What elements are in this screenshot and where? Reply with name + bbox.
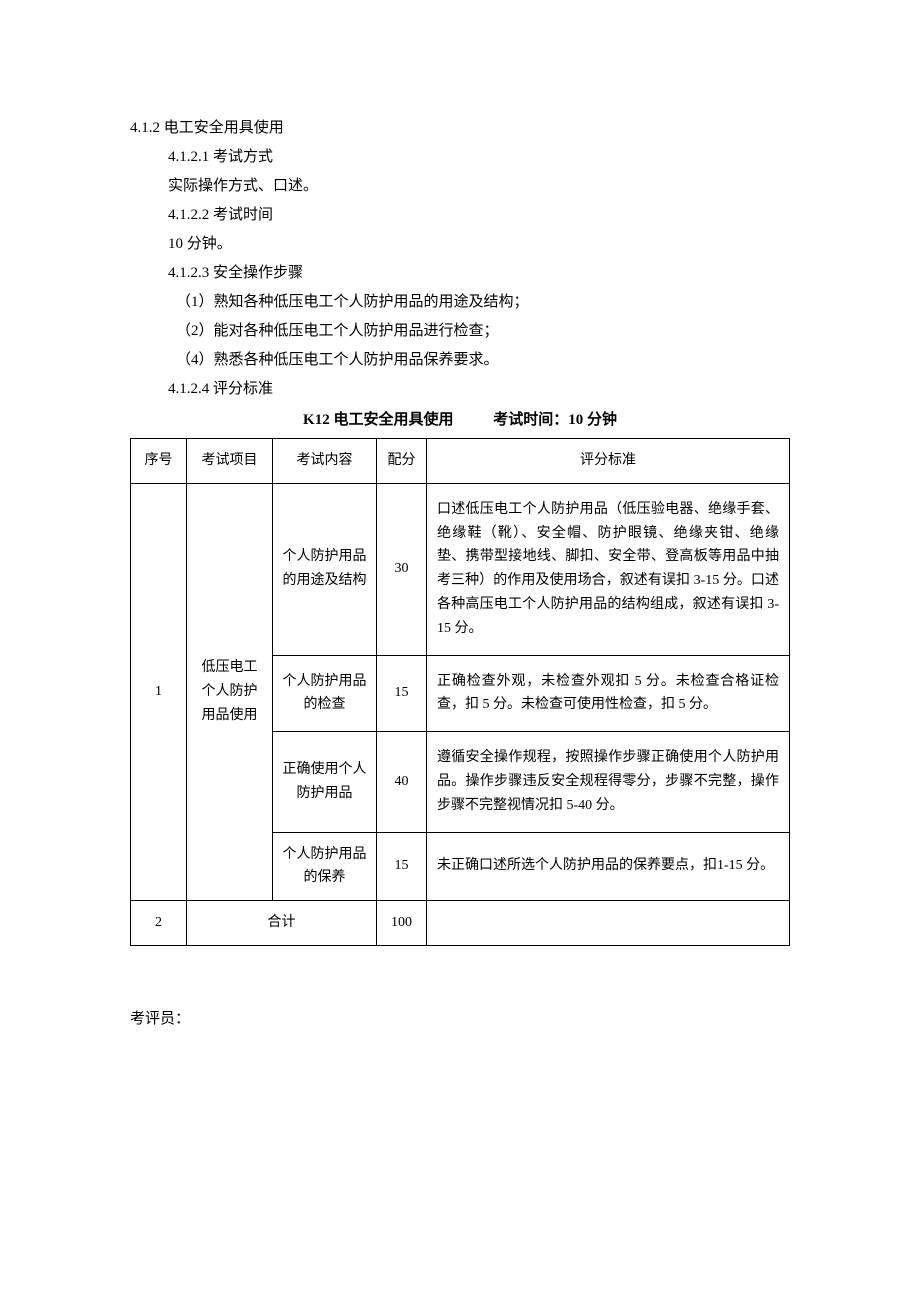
cell-criteria: 正确检查外观，未检查外观扣 5 分。未检查合格证检查，扣 5 分。未检查可使用性…	[427, 655, 790, 732]
table-title: K12 电工安全用具使用 考试时间：10 分钟	[130, 407, 790, 434]
cell-score: 15	[377, 655, 427, 732]
cell-score: 30	[377, 483, 427, 655]
subsection-2-title: 4.1.2.2 考试时间	[168, 202, 790, 229]
header-content: 考试内容	[273, 439, 377, 484]
cell-seq: 1	[131, 483, 187, 900]
total-criteria	[427, 901, 790, 946]
scoring-table: 序号 考试项目 考试内容 配分 评分标准 1 低压电工个人防护用品使用 个人防护…	[130, 438, 790, 946]
step-3: （4）熟悉各种低压电工个人防护用品保养要求。	[176, 347, 790, 374]
cell-content: 个人防护用品的检查	[273, 655, 377, 732]
table-title-right: 考试时间：10 分钟	[493, 407, 617, 434]
cell-content: 个人防护用品的保养	[273, 832, 377, 901]
section-number: 4.1.2 电工安全用具使用	[130, 115, 790, 142]
step-1: （1）熟知各种低压电工个人防护用品的用途及结构；	[176, 289, 790, 316]
cell-score: 15	[377, 832, 427, 901]
subsection-1-title: 4.1.2.1 考试方式	[168, 144, 790, 171]
cell-item: 低压电工个人防护用品使用	[187, 483, 273, 900]
step-2: （2）能对各种低压电工个人防护用品进行检查；	[176, 318, 790, 345]
cell-content: 个人防护用品的用途及结构	[273, 483, 377, 655]
total-score: 100	[377, 901, 427, 946]
subsection-4-title: 4.1.2.4 评分标准	[168, 376, 790, 403]
table-title-left: K12 电工安全用具使用	[303, 407, 453, 434]
subsection-2-content: 10 分钟。	[168, 231, 790, 258]
cell-criteria: 遵循安全操作规程，按照操作步骤正确使用个人防护用品。操作步骤违反安全规程得零分，…	[427, 732, 790, 832]
table-total-row: 2 合计 100	[131, 901, 790, 946]
cell-score: 40	[377, 732, 427, 832]
header-item: 考试项目	[187, 439, 273, 484]
table-row: 1 低压电工个人防护用品使用 个人防护用品的用途及结构 30 口述低压电工个人防…	[131, 483, 790, 655]
examiner-label: 考评员：	[130, 1006, 790, 1033]
cell-criteria: 未正确口述所选个人防护用品的保养要点，扣1-15 分。	[427, 832, 790, 901]
table-header-row: 序号 考试项目 考试内容 配分 评分标准	[131, 439, 790, 484]
header-seq: 序号	[131, 439, 187, 484]
cell-criteria: 口述低压电工个人防护用品（低压验电器、绝缘手套、绝缘鞋（靴）、安全帽、防护眼镜、…	[427, 483, 790, 655]
cell-content: 正确使用个人防护用品	[273, 732, 377, 832]
subsection-3-title: 4.1.2.3 安全操作步骤	[168, 260, 790, 287]
header-score: 配分	[377, 439, 427, 484]
subsection-1-content: 实际操作方式、口述。	[168, 173, 790, 200]
total-label: 合计	[187, 901, 377, 946]
total-seq: 2	[131, 901, 187, 946]
header-criteria: 评分标准	[427, 439, 790, 484]
